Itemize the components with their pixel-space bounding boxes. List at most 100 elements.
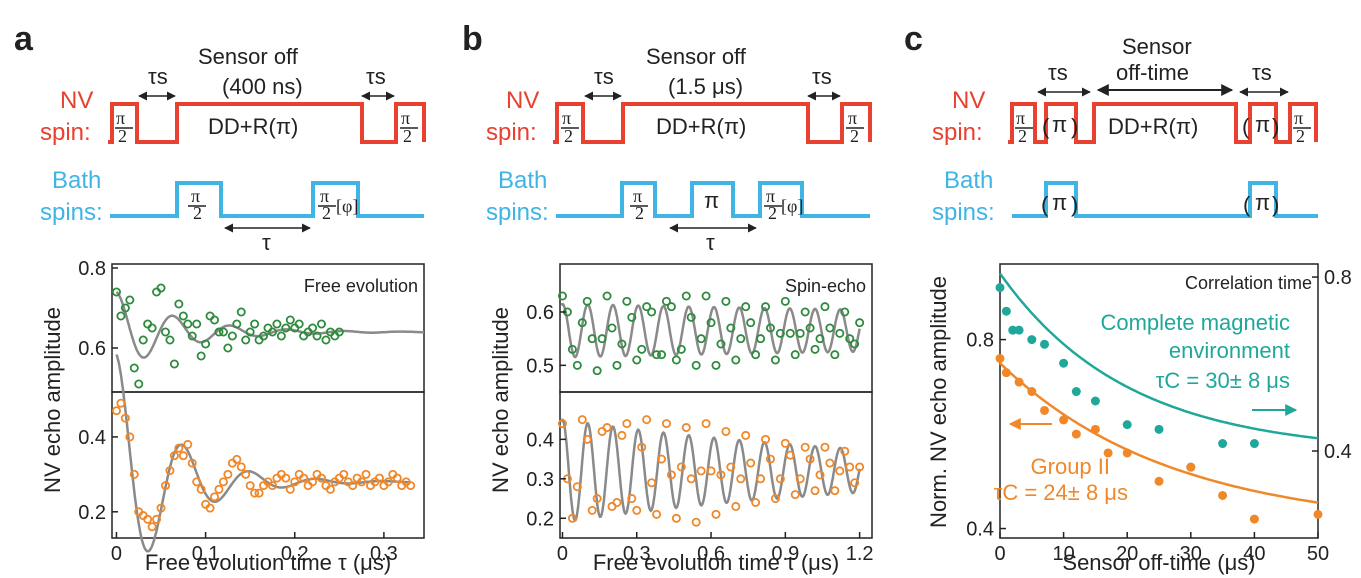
data-point-b-top (612, 360, 622, 370)
data-point-b-bottom (815, 470, 825, 480)
data-point-b-top (691, 360, 701, 370)
data-point-b-top (761, 302, 771, 312)
data-point-c-1 (1014, 377, 1024, 387)
data-point-a-top (334, 327, 344, 337)
data-point-a-top (281, 323, 291, 333)
data-point-b-bottom (691, 517, 701, 527)
svg-text:NV: NV (506, 87, 539, 114)
data-point-a-bottom (152, 514, 162, 524)
svg-text:2: 2 (564, 126, 573, 146)
data-point-b-bottom (855, 462, 865, 472)
ytick-label-b-top: 0.5 (526, 355, 554, 377)
svg-text:π: π (1255, 190, 1270, 215)
data-point-b-top (637, 344, 647, 354)
data-point-b-top (835, 328, 845, 338)
data-point-a-top (316, 319, 326, 329)
data-point-c-1 (1059, 415, 1069, 425)
xtick-label-b-bottom: 0.6 (697, 543, 725, 565)
data-point-b-top (770, 355, 780, 365)
data-point-a-bottom (361, 469, 371, 479)
ytick-label-c-right: 0.8 (1324, 267, 1352, 289)
data-point-b-bottom (557, 419, 567, 429)
data-point-c-0 (1090, 396, 1100, 406)
chart-c-frame (999, 263, 1319, 539)
nv-pulse-trace (108, 102, 426, 144)
data-point-a-bottom (348, 481, 358, 491)
data-point-c-1 (1103, 448, 1113, 458)
duration-label: (400 ns) (222, 74, 303, 99)
data-point-b-top (746, 318, 756, 328)
xtick-label-c: 0 (994, 543, 1005, 565)
chart-c-ylabel: Norm. NV echo amplitude (926, 276, 951, 528)
data-point-a-bottom (214, 484, 224, 494)
data-point-b-bottom (780, 438, 790, 448)
svg-text:2: 2 (635, 203, 644, 223)
data-point-c-0 (1154, 424, 1164, 434)
data-point-a-bottom (245, 481, 255, 491)
svg-text:Bath: Bath (498, 167, 547, 194)
data-point-b-bottom (805, 454, 815, 464)
data-point-c-0 (1027, 335, 1037, 345)
data-point-b-bottom (637, 442, 647, 452)
ytick-label-c-left: 0.8 (966, 330, 994, 352)
data-point-b-bottom (617, 430, 627, 440)
svg-text:DD+R(π): DD+R(π) (1108, 114, 1198, 139)
ytick-label-a-top: 0.6 (78, 338, 106, 360)
data-point-a-top (241, 335, 251, 345)
xtick-label-c: 10 (1052, 543, 1074, 565)
data-point-b-bottom (721, 426, 731, 436)
data-point-a-bottom (174, 443, 184, 453)
data-point-b-bottom (830, 486, 840, 496)
data-point-b-bottom (657, 454, 667, 464)
data-point-b-top (810, 344, 820, 354)
data-point-b-bottom (577, 415, 587, 425)
data-point-c-0 (1218, 439, 1228, 449)
data-point-a-top (174, 299, 184, 309)
fit-curve-c-0 (998, 272, 1319, 440)
svg-text:(: ( (1042, 114, 1050, 139)
data-point-b-top (652, 350, 662, 360)
data-point-b-bottom (775, 474, 785, 484)
data-point-b-bottom (587, 505, 597, 515)
data-point-a-bottom (147, 522, 157, 532)
data-point-a-bottom (143, 514, 153, 524)
chart-a-bottom-frame (111, 391, 425, 539)
data-point-c-1 (1249, 514, 1259, 524)
data-point-a-bottom (218, 477, 228, 487)
chart-b-xlabel: Free evolution time τ (μs) (593, 550, 839, 575)
nv-label-line2: spin: (40, 119, 91, 146)
data-point-b-bottom (602, 423, 612, 433)
svg-text:(1.5 μs): (1.5 μs) (668, 74, 743, 99)
bath-pulse-trace-c (1012, 181, 1318, 218)
data-point-a-bottom (116, 398, 126, 408)
tau-s-label-2: τs (366, 64, 386, 89)
data-point-a-top (294, 319, 304, 329)
data-point-a-top (169, 359, 179, 369)
data-point-b-top (790, 350, 800, 360)
data-point-a-bottom (285, 484, 295, 494)
xtick-label-a-bottom: 0.3 (370, 543, 398, 565)
svg-text:): ) (1071, 114, 1078, 139)
svg-text:spins:: spins: (486, 199, 549, 226)
data-point-b-top (765, 323, 775, 333)
data-point-b-top (647, 307, 657, 317)
data-point-b-bottom (770, 494, 780, 504)
data-point-b-top (661, 296, 671, 306)
charts: 0.60.80.20.40 0.1 0.2 0.30.50.60.20.30.40 0.… (40, 258, 1352, 575)
data-point-a-bottom (169, 451, 179, 461)
data-point-b-bottom (741, 430, 751, 440)
tau-c-teal-label: τC = 30± 8 μs (1156, 368, 1290, 393)
data-point-b-bottom (572, 482, 582, 492)
svg-text:τs: τs (1252, 60, 1272, 85)
data-point-a-bottom (299, 473, 309, 483)
bath-label-line1: Bath (52, 167, 101, 194)
data-point-c-1 (1218, 490, 1228, 500)
data-point-c-0 (1014, 325, 1024, 335)
data-point-a-top (321, 335, 331, 345)
data-point-a-bottom (232, 454, 242, 464)
data-point-a-bottom (192, 477, 202, 487)
bath-label-line2: spins: (40, 199, 103, 226)
data-point-b-top (557, 291, 567, 301)
data-point-c-1 (1313, 509, 1323, 519)
data-point-b-bottom (800, 442, 810, 452)
